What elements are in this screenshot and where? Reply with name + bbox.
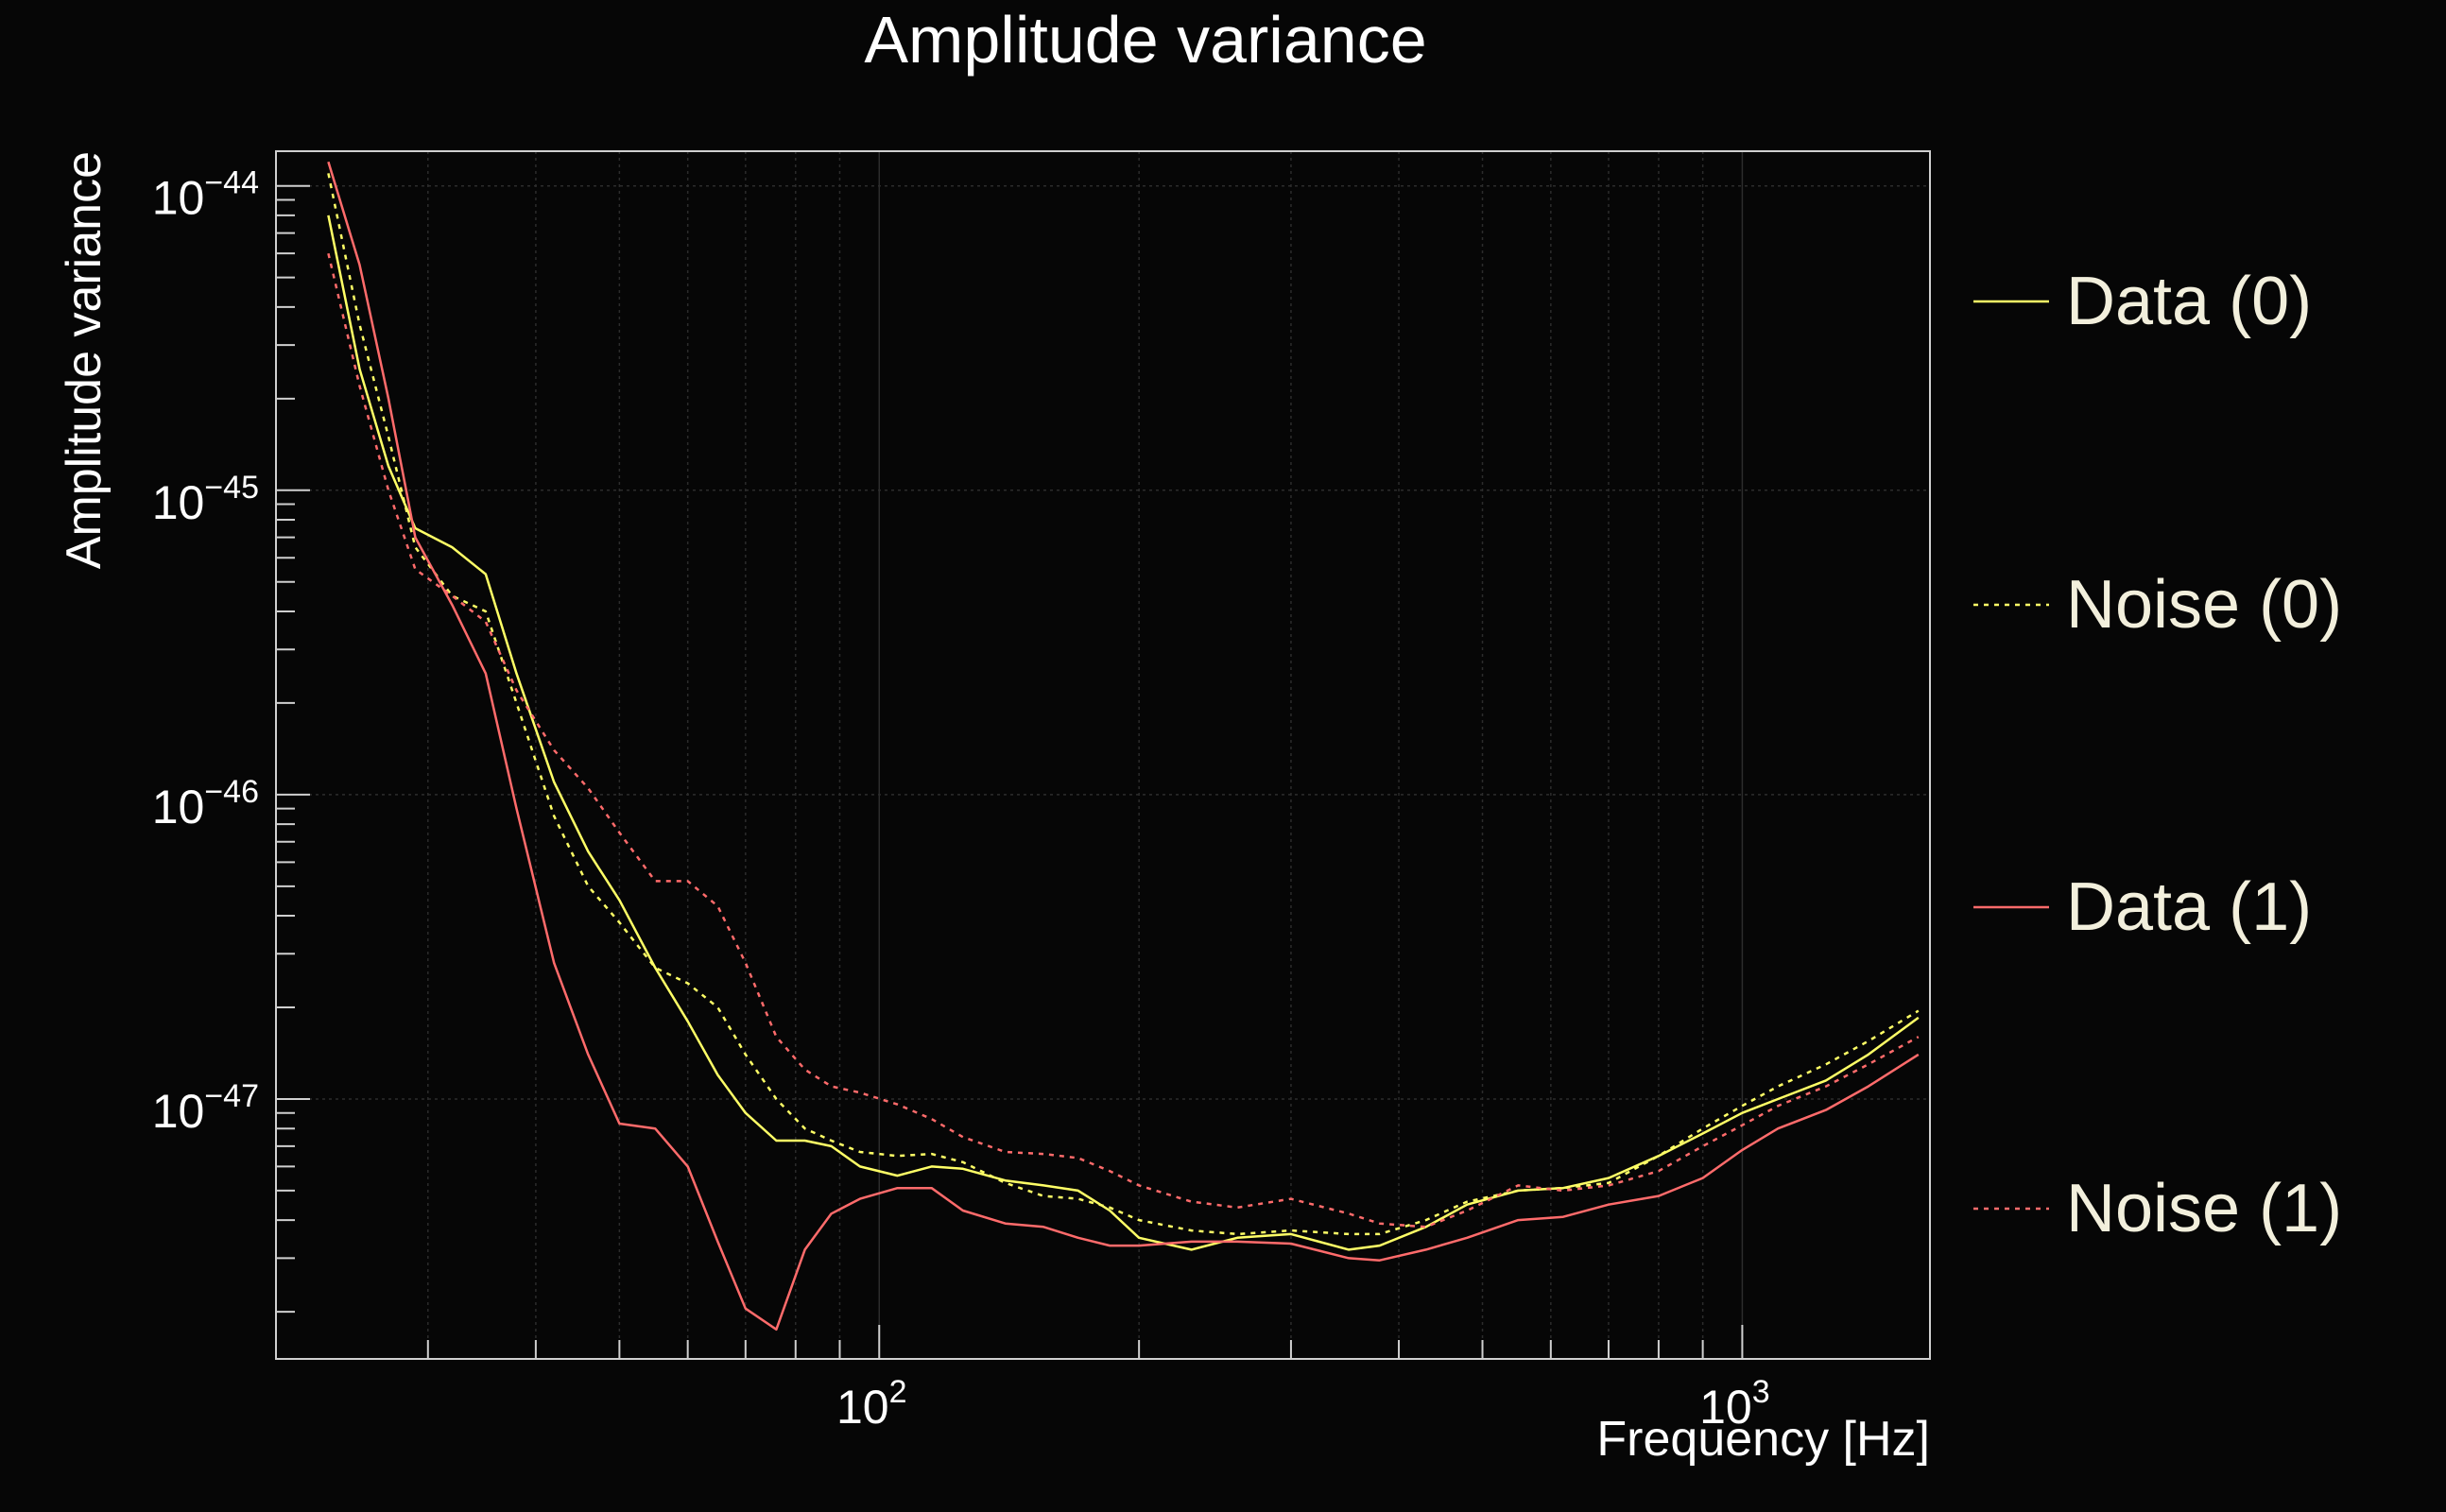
x-tick-label: 102 xyxy=(836,1374,907,1434)
y-tick-label: 10−47 xyxy=(152,1078,259,1138)
y-tick-label: 10−44 xyxy=(152,165,259,225)
y-tick-label: 10−45 xyxy=(152,470,259,529)
x-axis-label: Frequency [Hz] xyxy=(1596,1412,1930,1467)
y-tick-labels: 10−47 10−46 10−45 10−44 xyxy=(152,165,259,1138)
series-line-4 xyxy=(327,252,1920,1228)
chart-title: Amplitude variance xyxy=(864,3,1426,77)
x-tick-labels: 102 103 xyxy=(836,1374,1770,1434)
plot-frame xyxy=(275,150,1931,1360)
legend: Data (0) Noise (0) Data (1) Noise (1) xyxy=(1973,264,2342,1246)
legend-label-4: Noise (1) xyxy=(2066,1171,2342,1246)
series-line-1 xyxy=(327,215,1920,1251)
y-tick-label: 10−46 xyxy=(152,774,259,833)
grid-lines xyxy=(275,151,1930,1359)
legend-label-3: Data (1) xyxy=(2066,869,2312,945)
x-tick-label: 103 xyxy=(1699,1374,1770,1434)
series-line-3 xyxy=(327,161,1920,1332)
series-line-2 xyxy=(327,173,1920,1236)
legend-label-2: Noise (0) xyxy=(2066,567,2342,643)
y-axis-label: Amplitude variance xyxy=(57,151,112,569)
minor-ticks xyxy=(275,184,1744,1359)
legend-label-1: Data (0) xyxy=(2066,264,2312,339)
plot-series xyxy=(327,161,1920,1332)
